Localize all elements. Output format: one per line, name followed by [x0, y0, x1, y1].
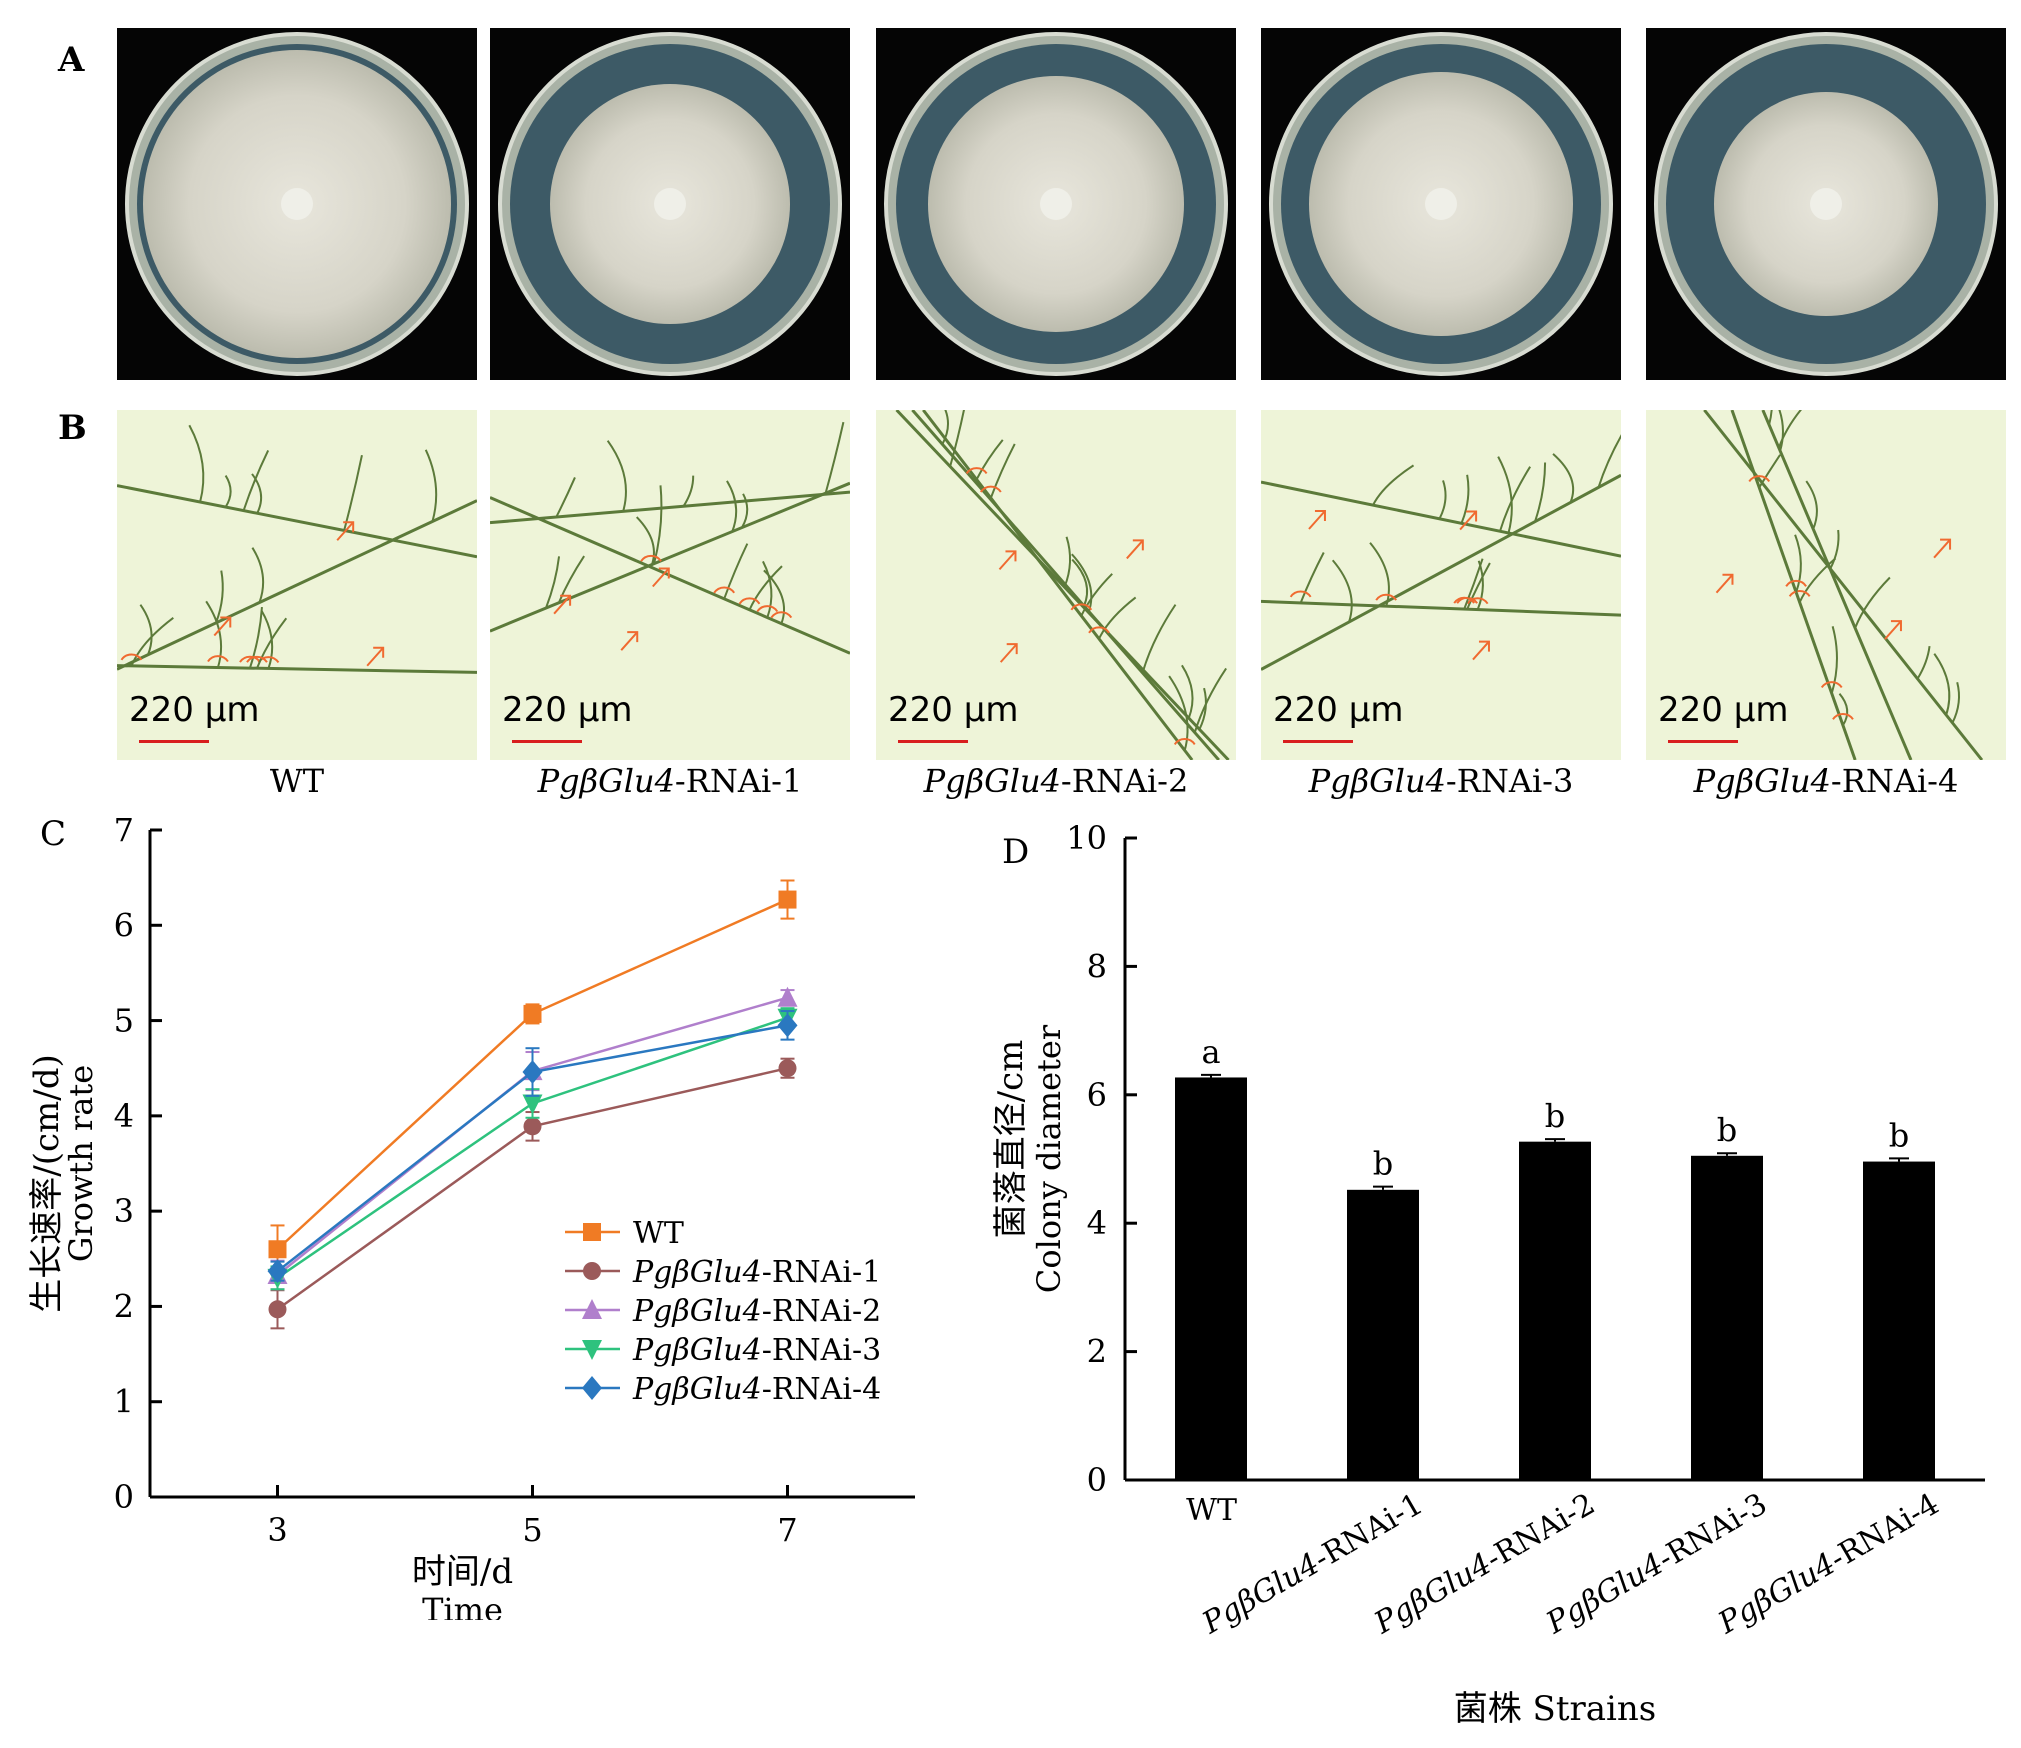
data-point: [267, 1259, 288, 1284]
data-point: [778, 890, 797, 909]
y-tick-label: 0: [1087, 1461, 1107, 1499]
significance-label: b: [1717, 1111, 1737, 1149]
scale-bar: [512, 740, 582, 743]
y-tick-label: 6: [1087, 1076, 1107, 1114]
strain-label: PgβGlu4-RNAi-3: [1308, 762, 1574, 800]
legend-marker: [582, 1299, 602, 1319]
legend-marker: [582, 1376, 602, 1400]
significance-label: a: [1201, 1033, 1220, 1071]
panel-b-letter: B: [58, 408, 87, 448]
legend-label: WT: [633, 1216, 684, 1251]
scale-bar-label: 220 μm: [1273, 690, 1404, 730]
x-tick-label: 3: [267, 1511, 287, 1549]
bar: [1175, 1077, 1247, 1480]
hyphae-micrograph: [876, 410, 1236, 760]
data-point: [522, 1060, 543, 1085]
petri-plate: [1646, 28, 2006, 380]
x-tick-label: 5: [522, 1511, 542, 1549]
strain-label: PgβGlu4-RNAi-1: [537, 762, 803, 800]
y-tick-label: 2: [114, 1287, 134, 1325]
legend-marker: [583, 1262, 601, 1280]
hyphae-micrograph: [490, 410, 850, 760]
petri-plate: [490, 28, 850, 380]
data-point: [777, 1013, 798, 1038]
y-tick-label: 5: [114, 1002, 134, 1040]
y-tick-label: 4: [1087, 1204, 1107, 1242]
legend-label: PgβGlu4-RNAi-1: [632, 1255, 881, 1290]
y-axis-title: 菌落直径/cm: [991, 1040, 1031, 1239]
y-tick-label: 3: [114, 1192, 134, 1230]
scale-bar-label: 220 μm: [1658, 690, 1789, 730]
data-point: [778, 1059, 797, 1078]
colony-diameter-bar-chart: D0246810aWTbPgβGlu4-RNAi-1bPgβGlu4-RNAi-…: [991, 819, 1985, 1729]
y-axis-title-en: Growth rate: [62, 1065, 100, 1262]
petri-plate: [117, 28, 477, 380]
scale-bar-label: 220 μm: [888, 690, 1019, 730]
data-point: [522, 1094, 543, 1115]
scale-bar: [898, 740, 968, 743]
strain-label: PgβGlu4-RNAi-4: [1693, 762, 1959, 800]
y-axis-title: 生长速率/(cm/d): [27, 1054, 67, 1313]
y-tick-label: 6: [114, 906, 134, 944]
hyphae-micrograph: [1261, 410, 1621, 760]
data-point: [268, 1300, 287, 1319]
hyphae-micrograph: [117, 410, 477, 760]
y-tick-label: 8: [1087, 947, 1107, 985]
strain-label: PgβGlu4-RNAi-2: [923, 762, 1189, 800]
petri-plate: [1261, 28, 1621, 380]
hyphae-micrograph: [1646, 410, 2006, 760]
data-point: [523, 1117, 542, 1136]
panel-a-letter: A: [58, 40, 85, 80]
y-tick-label: 0: [114, 1478, 134, 1516]
scale-bar: [1668, 740, 1738, 743]
legend-label: PgβGlu4-RNAi-4: [632, 1372, 881, 1407]
x-axis-title: 菌株 Strains: [1454, 1689, 1657, 1729]
data-point: [523, 1004, 542, 1023]
scale-bar-label: 220 μm: [129, 690, 260, 730]
panel-c-letter: C: [40, 814, 66, 854]
scale-bar: [139, 740, 209, 743]
significance-label: b: [1373, 1145, 1393, 1183]
bar: [1347, 1189, 1419, 1480]
legend-marker: [583, 1223, 601, 1241]
y-axis-title-en: Colony diameter: [1030, 1024, 1068, 1293]
bar: [1519, 1141, 1591, 1480]
panel-d-letter: D: [1002, 832, 1029, 872]
significance-label: b: [1545, 1097, 1565, 1135]
y-tick-label: 10: [1066, 819, 1107, 857]
significance-label: b: [1889, 1116, 1909, 1154]
data-point: [777, 986, 798, 1007]
scale-bar-label: 220 μm: [502, 690, 633, 730]
legend-marker: [582, 1340, 602, 1360]
petri-plate: [876, 28, 1236, 380]
y-tick-label: 2: [1087, 1333, 1107, 1371]
data-point: [268, 1240, 287, 1259]
x-axis-title: 时间/d: [412, 1552, 513, 1592]
strain-label: WT: [269, 762, 325, 800]
bar: [1863, 1161, 1935, 1480]
y-tick-label: 7: [114, 811, 134, 849]
x-axis-title-en: Time: [422, 1591, 503, 1620]
x-category-label: WT: [1186, 1493, 1237, 1528]
bar: [1691, 1155, 1763, 1480]
legend-label: PgβGlu4-RNAi-3: [632, 1333, 881, 1368]
y-tick-label: 1: [114, 1383, 134, 1421]
scale-bar: [1283, 740, 1353, 743]
x-tick-label: 7: [777, 1511, 797, 1549]
legend-label: PgβGlu4-RNAi-2: [632, 1294, 881, 1329]
y-tick-label: 4: [114, 1097, 134, 1135]
